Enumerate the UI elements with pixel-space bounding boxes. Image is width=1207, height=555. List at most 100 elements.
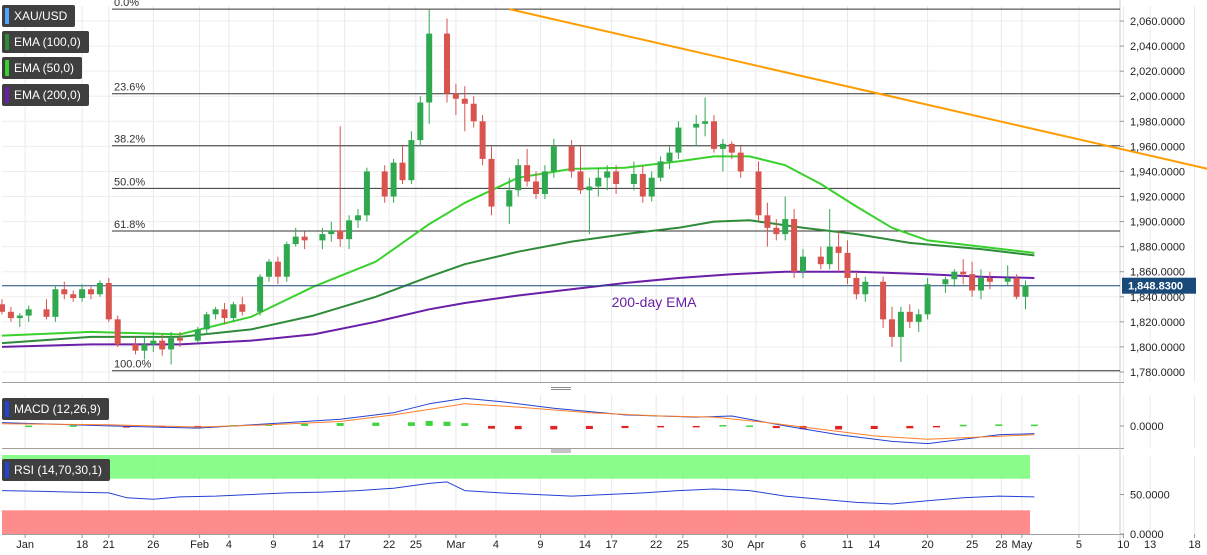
candle-up	[550, 146, 557, 172]
macd-signal-line	[1, 403, 1035, 440]
price-tick-label: 1,800.0000	[1130, 342, 1185, 354]
candle-down	[274, 261, 281, 277]
candle-up	[16, 315, 23, 319]
candle-up	[390, 162, 397, 197]
macd-hist-up	[372, 422, 380, 426]
candle-down	[568, 146, 575, 172]
ema50-swatch	[5, 60, 9, 76]
price-tick-label: 1,880.0000	[1130, 242, 1185, 254]
fib-level-label: 61.8%	[114, 219, 145, 231]
candle-up	[586, 186, 593, 191]
macd-hist-up	[443, 421, 451, 426]
candle-down	[88, 289, 94, 295]
ema-annotation: 200-day EMA	[612, 294, 697, 310]
candle-up	[25, 309, 32, 316]
candle-up	[203, 314, 210, 330]
candle-up	[915, 314, 922, 322]
ema100-legend-text: EMA (100,0)	[14, 35, 81, 49]
current-price-badge	[1122, 277, 1196, 294]
candle-down	[853, 277, 860, 295]
rsi-swatch	[5, 462, 9, 478]
date-tick-label: 4	[493, 539, 499, 551]
candle-up	[319, 234, 326, 241]
candle-up	[194, 329, 201, 341]
date-tick-label: 9	[270, 539, 276, 551]
candle-up	[168, 338, 175, 350]
price-tick-label: 2,060.0000	[1130, 16, 1185, 28]
candle-up	[666, 152, 673, 162]
rsi-legend[interactable]: RSI (14,70,30,1)	[2, 459, 111, 481]
ema200-legend[interactable]: EMA (200,0)	[2, 84, 89, 106]
candle-down	[639, 173, 646, 197]
candle-down	[61, 289, 68, 295]
ema50-legend[interactable]: EMA (50,0)	[2, 57, 83, 79]
candle-down	[488, 158, 495, 207]
fib-level-label: 100.0%	[114, 359, 152, 371]
candle-down	[533, 181, 539, 194]
date-tick-label: Mar	[446, 539, 465, 551]
date-tick-label: 14	[312, 539, 324, 551]
candle-down	[1013, 277, 1020, 297]
candle-up	[924, 284, 931, 315]
candle-down	[960, 271, 967, 275]
candle-up	[346, 220, 353, 240]
candle-down	[461, 98, 468, 104]
fib-level-label: 38.2%	[114, 134, 145, 146]
macd-hist-up	[407, 422, 415, 426]
rsi-line	[1, 481, 1035, 505]
candle-down	[114, 319, 121, 345]
macd-hist-down	[514, 425, 522, 430]
candle-down	[239, 304, 246, 312]
candle-down	[880, 281, 887, 320]
candle-up	[719, 143, 726, 149]
macd-hist-up	[1030, 424, 1038, 427]
candle-up	[141, 344, 148, 351]
date-tick-label: 21	[103, 539, 115, 551]
price-tick-label: 1,900.0000	[1130, 217, 1185, 229]
ema200-swatch	[5, 87, 9, 103]
rsi-oversold-zone	[2, 510, 1030, 534]
macd-hist-down	[585, 425, 593, 430]
price-tick-label: 1,780.0000	[1130, 367, 1185, 379]
resistance-trendline	[509, 8, 1207, 170]
candle-down	[337, 230, 344, 240]
price-tick-label: 1,860.0000	[1130, 267, 1185, 279]
macd-hist-down	[621, 425, 629, 429]
candle-up	[52, 289, 59, 317]
rsi-overbought-zone	[2, 455, 1030, 479]
macd-hist-down	[772, 425, 780, 429]
macd-hist-down	[933, 425, 940, 428]
price-tick-label: 2,000.0000	[1130, 91, 1185, 103]
candle-up	[826, 246, 833, 265]
candle-down	[444, 33, 450, 94]
rsi-legend-text: RSI (14,70,30,1)	[14, 463, 103, 477]
macd-legend-text: MACD (12,26,9)	[14, 402, 101, 416]
candle-up	[79, 289, 86, 299]
candle-down	[381, 171, 388, 197]
candle-down	[969, 274, 976, 291]
candle-up	[800, 256, 806, 272]
candle-down	[470, 103, 477, 122]
date-tick-label: 18	[76, 539, 88, 551]
date-tick-label: May	[1012, 539, 1033, 551]
candle-down	[791, 219, 798, 272]
ema100-legend[interactable]: EMA (100,0)	[2, 31, 89, 53]
price-tick-label: 1,920.0000	[1130, 192, 1185, 204]
date-tick-label: 25	[677, 539, 689, 551]
macd-hist-down	[906, 425, 914, 429]
date-tick-label: 17	[606, 539, 618, 551]
candle-down	[613, 171, 620, 184]
macd-legend[interactable]: MACD (12,26,9)	[2, 398, 109, 420]
date-tick-label: 25	[966, 539, 978, 551]
date-tick-label: 26	[147, 539, 159, 551]
macd-tick-label: 0.0000	[1130, 421, 1164, 433]
date-tick-label: 30	[721, 539, 733, 551]
macd-hist-up	[461, 423, 469, 426]
candle-up	[1022, 285, 1029, 297]
candle-up	[675, 127, 682, 153]
date-tick-label: 9	[537, 539, 543, 551]
price-tick-label: 2,040.0000	[1130, 41, 1185, 53]
candle-up	[363, 171, 370, 216]
price-tick-label: 1,820.0000	[1130, 317, 1185, 329]
